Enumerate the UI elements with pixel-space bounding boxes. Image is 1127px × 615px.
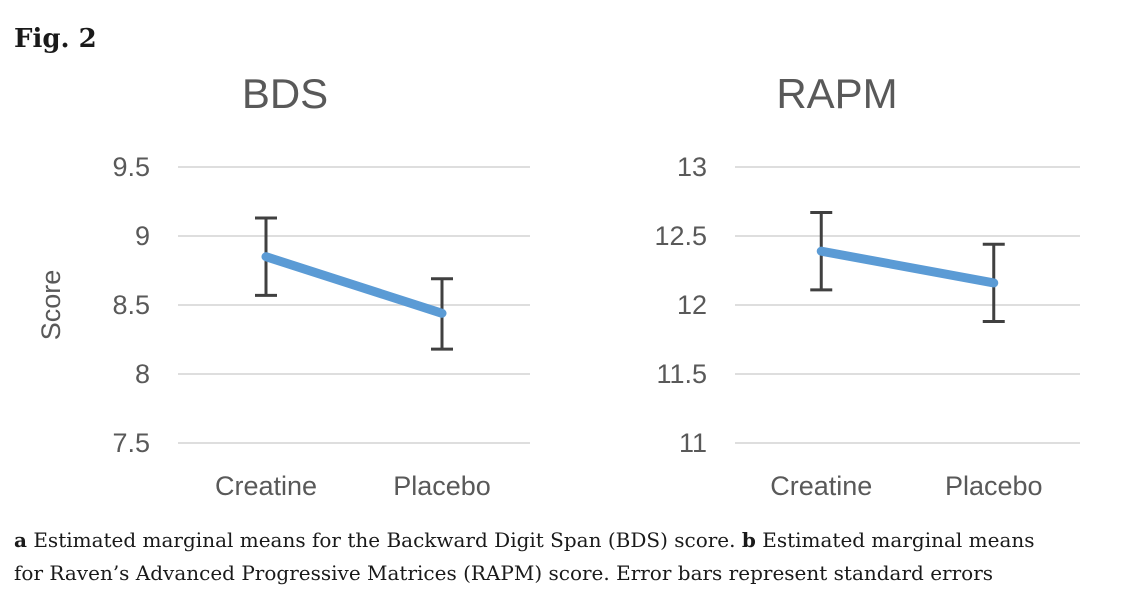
y-tick-label: 13 (677, 152, 707, 182)
rapm-chart-panel: 13 12.5 12 11.5 11 RAPM Creatine Placebo (597, 63, 1127, 508)
y-tick-label: 11 (679, 428, 707, 458)
y-tick-label: 9 (135, 221, 150, 251)
caption-panel-b-text-line1: Estimated marginal means (755, 528, 1035, 553)
chart-title: BDS (242, 70, 328, 117)
caption-panel-b-marker: b (741, 528, 756, 553)
y-tick-label: 8 (135, 359, 150, 389)
caption-panel-a-text: Estimated marginal means for the Backwar… (26, 528, 742, 553)
category-label: Placebo (945, 471, 1043, 501)
charts-row: 9.5 9 8.5 8 7.5 BDS Score Creatine Placebo 13 12.… (14, 63, 1113, 508)
caption-panel-b-text-line2: for Raven’s Advanced Progressive Matrice… (14, 560, 994, 585)
category-label: Creatine (770, 471, 872, 501)
bds-chart: 9.5 9 8.5 8 7.5 BDS Score Creatine Placebo (36, 70, 530, 501)
bds-chart-panel: 9.5 9 8.5 8 7.5 BDS Score Creatine Placebo (30, 63, 560, 508)
chart-title: RAPM (776, 70, 897, 117)
figure-caption: a Estimated marginal means for the Backw… (14, 524, 1113, 589)
y-tick-label: 9.5 (112, 152, 150, 182)
series-line (816, 246, 999, 288)
category-label: Placebo (393, 471, 491, 501)
y-tick-label: 8.5 (112, 290, 150, 320)
y-tick-label: 11.5 (656, 359, 707, 389)
rapm-chart: 13 12.5 12 11.5 11 RAPM Creatine Placebo (654, 70, 1080, 501)
y-axis-label: Score (36, 270, 66, 341)
category-label: Creatine (215, 471, 317, 501)
series-line (261, 252, 447, 318)
y-tick-label: 7.5 (112, 428, 150, 458)
y-tick-label: 12.5 (654, 221, 707, 251)
figure-label: Fig. 2 (14, 24, 97, 54)
y-tick-label: 12 (677, 290, 707, 320)
caption-panel-a-marker: a (14, 528, 27, 553)
